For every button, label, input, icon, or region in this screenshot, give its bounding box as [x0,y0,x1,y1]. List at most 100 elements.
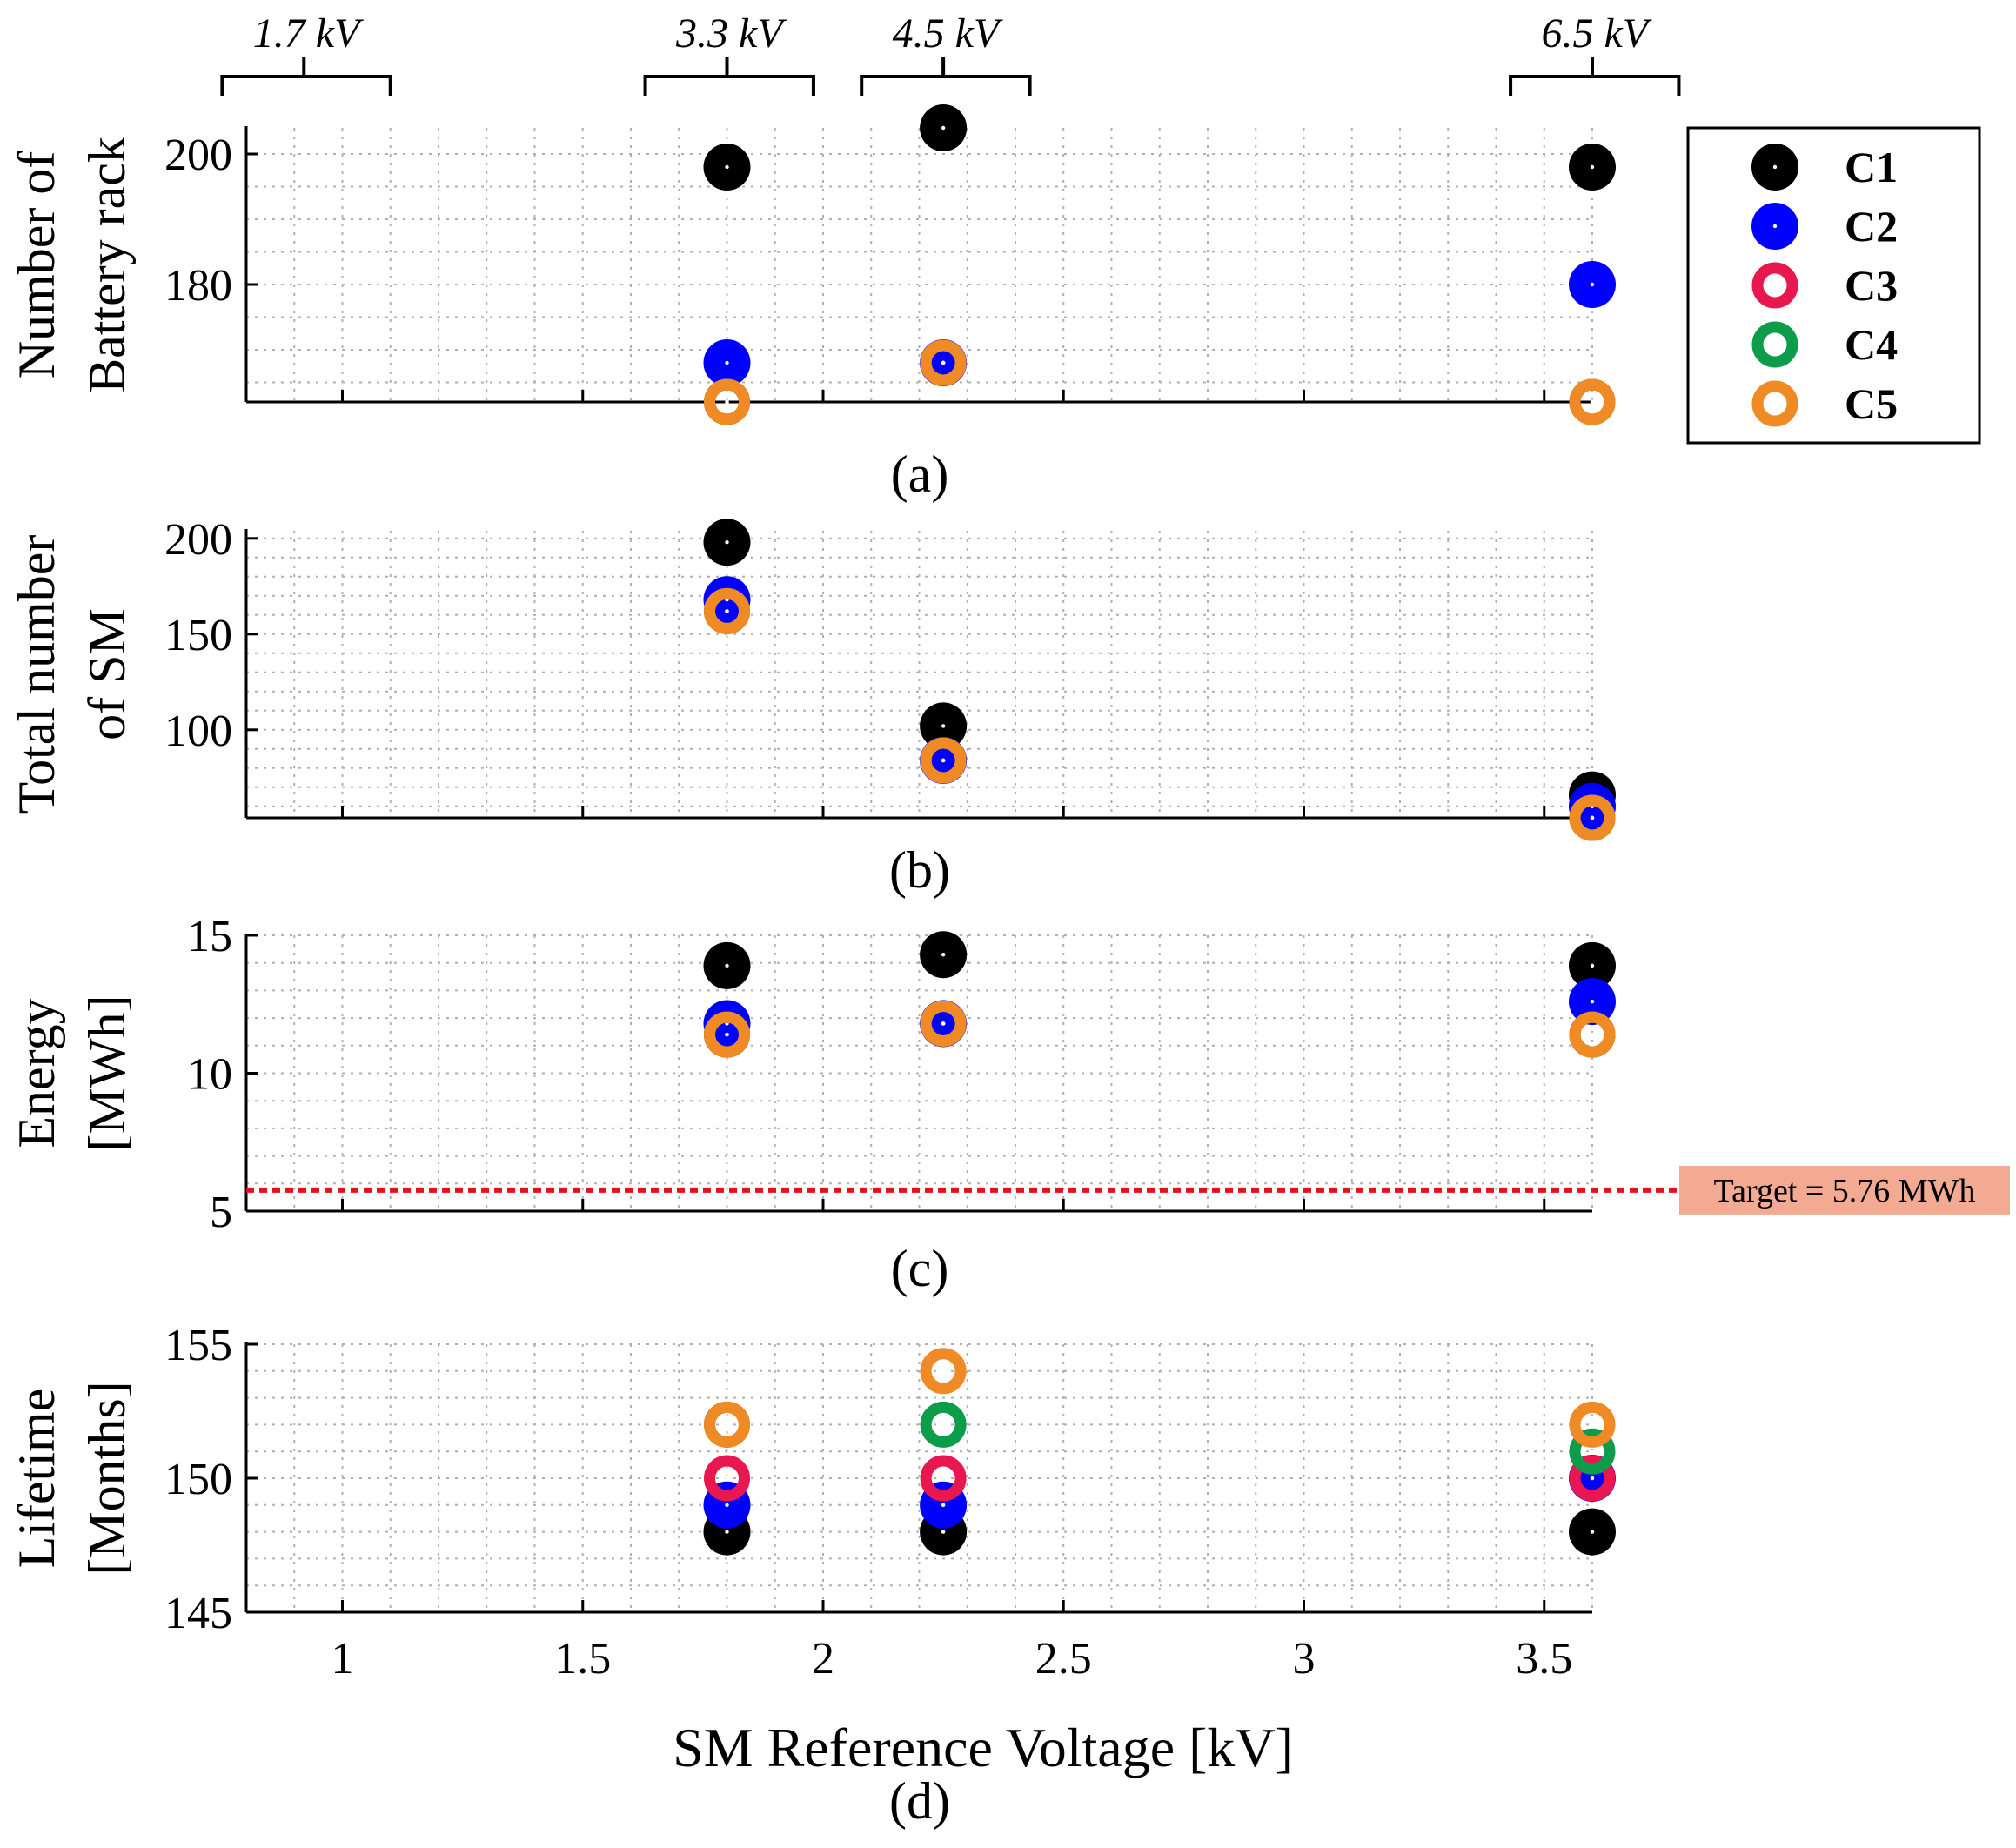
point-b-c1-1-center [941,724,946,728]
voltage-label: 6.5 kV [1541,10,1651,57]
panel-b: 100 150 200 Total number of SM (b) [8,515,1616,899]
legend-marker-c5 [1751,380,1798,427]
y-tick-label: 150 [164,611,232,660]
point-c-c5-2 [1569,1011,1616,1058]
y-axis-title-line1: Number of [8,151,65,379]
legend-marker-c2-center [1772,224,1778,229]
legend-entry-c1: C1 [1751,143,1898,191]
point-d-c5-0 [704,1401,750,1448]
y-tick-label: 200 [164,515,232,565]
point-a-c5-0 [704,378,750,425]
panel-d: 1 1.5 2 2.5 3 3.5 145 150 155 Lifetime [Months] (d) [8,1321,1616,1830]
y-tick-label: 10 [187,1050,232,1100]
point-d-c1-1-center [941,1530,946,1534]
point-c-c2-2-center [1590,999,1595,1004]
point-c-c1-0-center [725,963,729,968]
target-label: Target = 5.76 MWh [1714,1173,1976,1209]
point-d-c5-2-center [1590,1423,1595,1427]
x-axis-title: SM Reference Voltage [kV] [673,1717,1294,1778]
point-c-c5-1-center [941,1021,946,1026]
y-tick-label: 180 [164,261,232,311]
point-b-c5-0 [704,587,750,634]
legend-label-c2: C2 [1845,202,1898,251]
y-axis-title-line1: Total number [8,535,65,814]
x-tick-label: 3 [1293,1634,1316,1684]
point-a-c1-0-center [725,164,729,170]
target-label-box [1679,1165,2010,1215]
legend-box [1686,126,1981,445]
legend-label-c5: C5 [1845,379,1898,428]
legend-marker-c1-center [1772,164,1778,170]
legend-entry-c2: C2 [1751,202,1898,251]
y-tick-label: 200 [164,131,232,180]
point-c-c5-0 [704,1011,750,1058]
legend-entry-c5: C5 [1751,379,1898,428]
legend-entry-c3: C3 [1751,261,1898,310]
point-b-c5-2 [1569,794,1616,841]
point-d-c2-0-center [725,1503,729,1508]
legend-marker-c5-center [1772,401,1778,406]
point-d-c3-2 [1569,1455,1616,1502]
point-a-c5-1 [920,339,967,386]
y-tick-label: 100 [164,706,232,756]
y-tick-label: 15 [187,912,232,961]
x-tick-label: 3.5 [1516,1634,1572,1684]
voltage-bracket: 1.7 kV [220,10,392,96]
legend-marker-c3 [1751,262,1798,309]
subplots: 180 200 Number of Battery rack (a) 100 150 200 T… [8,104,2010,1830]
point-c-c1-2-center [1590,963,1595,968]
y-axis-title-line2: [MWh] [78,995,136,1152]
point-b-c1-0-center [725,540,729,545]
point-a-c2-2-center [1590,282,1595,287]
voltage-label: 3.3 kV [675,10,787,57]
point-d-c4-2-center [1590,1450,1595,1454]
panel-a: 180 200 Number of Battery rack (a) [8,104,1616,503]
point-b-c5-1 [920,737,967,784]
point-b-c5-1-center [941,758,946,763]
legend-entry-c4: C4 [1751,320,1898,369]
bracket-line [220,75,392,96]
bracket-line [860,75,1032,96]
point-d-c5-0-center [725,1423,729,1427]
point-b-c5-2-center [1590,815,1595,820]
point-d-c4-1 [920,1401,967,1448]
x-tick-label: 2 [812,1634,834,1684]
point-d-c3-1-center [941,1476,946,1481]
y-tick-label: 150 [164,1455,232,1504]
point-d-c3-1 [920,1455,967,1502]
y-tick-label: 145 [164,1589,232,1638]
voltage-bracket: 6.5 kV [1509,10,1681,96]
point-a-c1-2-center [1590,164,1595,170]
bracket-line [1509,75,1681,96]
y-axis-title-line1: Energy [8,998,65,1148]
legend-marker-c3-center [1772,283,1778,288]
point-d-c3-0 [704,1455,750,1502]
point-d-c3-0-center [725,1476,729,1481]
point-d-c2-1-center [941,1503,946,1508]
panel-label-b: (b) [889,841,950,899]
point-d-c1-2-center [1590,1530,1595,1534]
point-c-c5-0-center [725,1032,729,1037]
voltage-label: 1.7 kV [253,10,364,57]
bracket-line [643,75,815,96]
panel-c: 5 10 15 Energy [MWh] Target = 5.76 MWh (c) [8,912,2010,1297]
point-d-c4-1-center [941,1423,946,1427]
legend-marker-c4 [1751,321,1798,368]
point-a-c5-0-center [725,399,729,405]
legend-label-c4: C4 [1845,320,1898,369]
point-a-c5-1-center [941,360,946,365]
point-b-c5-0-center [725,609,729,613]
voltage-group-brackets: 1.7 kV 3.3 kV 4.5 kV 6.5 kV [220,10,1681,96]
legend: C1 C2 C3 C4 C5 [1686,126,1981,445]
voltage-bracket: 4.5 kV [860,10,1032,96]
legend-label-c1: C1 [1845,143,1898,191]
point-c-c1-1-center [941,952,946,957]
panel-label-d: (d) [889,1772,950,1830]
panel-label-c: (c) [891,1240,949,1297]
y-axis-title-line2: Battery rack [78,137,136,393]
point-d-c5-1-center [941,1369,946,1374]
point-c-c5-2-center [1590,1032,1595,1037]
x-tick-label: 1.5 [554,1634,611,1684]
point-a-c1-1-center [941,125,946,131]
